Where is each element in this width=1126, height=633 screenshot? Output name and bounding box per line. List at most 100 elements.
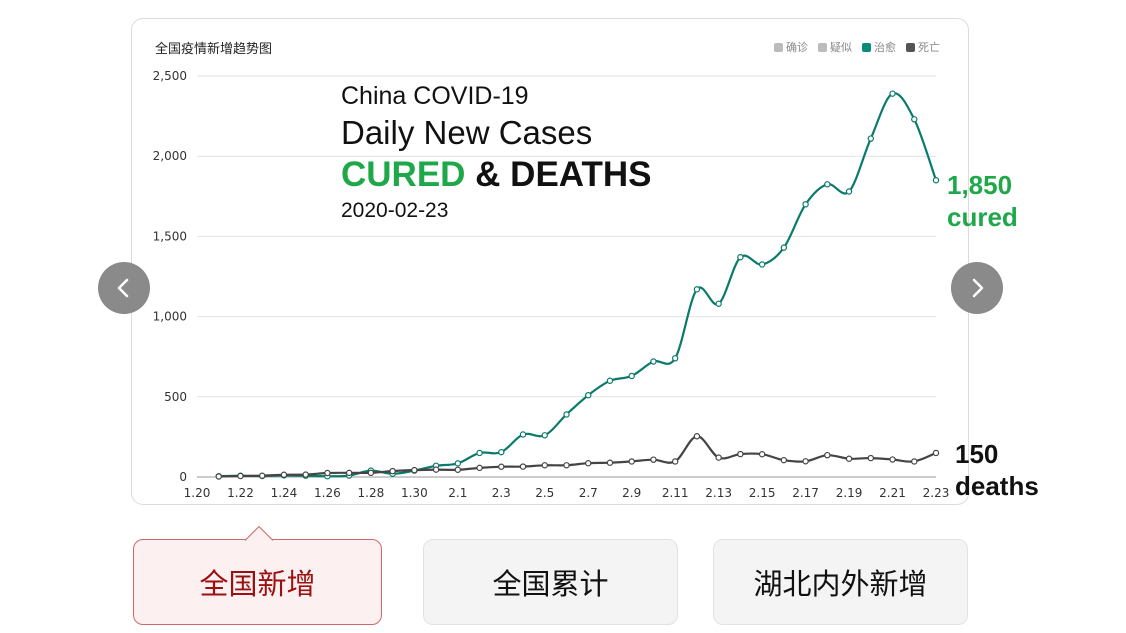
data-point-cured — [911, 116, 918, 123]
deaths-callout-value: 150 — [955, 439, 999, 469]
legend-label-confirmed: 确诊 — [786, 41, 808, 54]
legend-label-cured: 治愈 — [874, 41, 896, 54]
y-tick-label: 2,000 — [153, 149, 187, 163]
data-point-cured — [476, 449, 483, 457]
x-tick-label: 2.5 — [535, 486, 554, 500]
x-tick-label: 2.1 — [448, 486, 467, 500]
chart-annotation: China COVID-19 Daily New Cases CURED & D… — [341, 80, 651, 226]
x-tick-label: 2.13 — [705, 486, 732, 500]
legend-label-suspected: 疑似 — [830, 41, 852, 54]
data-point-deaths — [693, 433, 701, 440]
data-point-cured — [671, 355, 679, 362]
deaths-callout-label: deaths — [955, 471, 1039, 501]
data-point-deaths — [563, 462, 570, 469]
data-point-deaths — [715, 454, 722, 461]
cured-callout: 1,850 cured — [947, 169, 1018, 233]
previous-chart-button[interactable] — [98, 262, 150, 314]
data-point-cured — [737, 254, 744, 261]
legend-item-cured[interactable]: 治愈 — [862, 39, 896, 55]
data-point-deaths — [367, 469, 375, 477]
annotation-date: 2020-02-23 — [341, 199, 449, 222]
data-point-deaths — [519, 463, 527, 470]
chart-card — [131, 18, 969, 505]
data-point-deaths — [606, 459, 614, 466]
data-point-cured — [563, 411, 570, 418]
data-point-cured — [541, 432, 548, 439]
tab-national-cumulative[interactable]: 全国累计 — [423, 539, 678, 625]
data-point-deaths — [259, 472, 266, 479]
data-point-cured — [845, 188, 853, 195]
data-point-deaths — [324, 469, 331, 477]
data-point-deaths — [671, 458, 679, 465]
annotation-line-3: CURED & DEATHS — [341, 154, 651, 196]
data-point-deaths — [911, 458, 918, 465]
chevron-right-icon — [972, 278, 984, 298]
data-point-deaths — [867, 454, 874, 462]
annotation-cured-word: CURED — [341, 155, 466, 194]
y-tick-label: 0 — [179, 470, 187, 484]
data-point-deaths — [302, 471, 309, 478]
annotation-line-1: China COVID-19 — [341, 82, 529, 110]
data-point-cured — [519, 431, 527, 438]
data-point-cured — [889, 90, 896, 97]
legend-swatch-confirmed — [774, 42, 783, 52]
data-point-deaths — [737, 450, 744, 458]
series-line-deaths — [218, 435, 937, 478]
tab-hubei-new[interactable]: 湖北内外新增 — [713, 539, 968, 625]
cured-callout-label: cured — [947, 202, 1018, 232]
data-point-deaths — [628, 458, 635, 465]
data-point-cured — [628, 372, 635, 380]
x-tick-label: 1.28 — [358, 486, 385, 500]
data-point-cured — [606, 377, 614, 384]
x-tick-label: 2.21 — [879, 486, 906, 500]
data-point-deaths — [498, 463, 505, 470]
data-point-cured — [824, 181, 831, 188]
tab-national-new[interactable]: 全国新增 — [133, 539, 382, 625]
data-point-cured — [758, 261, 766, 268]
x-tick-label: 2.9 — [622, 486, 641, 500]
x-tick-label: 1.26 — [314, 486, 341, 500]
x-tick-label: 2.15 — [749, 486, 776, 500]
data-point-cured — [867, 135, 874, 142]
data-point-deaths — [650, 456, 657, 463]
legend-item-deaths[interactable]: 死亡 — [906, 39, 940, 55]
legend-item-confirmed[interactable]: 确诊 — [774, 39, 808, 55]
cured-callout-value: 1,850 — [947, 170, 1013, 200]
y-tick-label: 1,000 — [153, 310, 187, 324]
data-point-deaths — [411, 466, 418, 474]
legend-item-suspected[interactable]: 疑似 — [818, 39, 852, 55]
data-point-deaths — [541, 462, 548, 469]
y-tick-label: 1,500 — [153, 229, 187, 243]
data-point-cured — [715, 300, 722, 307]
data-point-deaths — [889, 456, 896, 463]
x-tick-label: 2.19 — [836, 486, 863, 500]
data-point-deaths — [237, 472, 244, 480]
data-point-cured — [932, 177, 940, 184]
data-point-cured — [650, 358, 657, 365]
legend-label-deaths: 死亡 — [918, 41, 940, 54]
data-point-deaths — [932, 449, 940, 457]
next-chart-button[interactable] — [951, 262, 1003, 314]
chevron-left-icon — [117, 278, 129, 298]
y-tick-label: 500 — [164, 390, 187, 404]
data-point-deaths — [780, 456, 788, 464]
data-point-deaths — [758, 451, 766, 458]
deaths-callout: 150 deaths — [955, 438, 1039, 502]
legend-swatch-deaths — [906, 42, 915, 52]
data-point-deaths — [476, 464, 483, 472]
data-point-deaths — [215, 473, 222, 480]
data-point-deaths — [845, 455, 853, 462]
chart-title: 全国疫情新增趋势图 — [155, 42, 273, 57]
series-line-cured — [218, 92, 938, 478]
data-point-deaths — [802, 458, 809, 465]
x-tick-label: 2.7 — [579, 486, 598, 500]
x-tick-label: 2.11 — [662, 486, 689, 500]
data-point-deaths — [280, 471, 288, 478]
x-tick-label: 2.3 — [492, 486, 511, 500]
data-point-cured — [802, 201, 809, 208]
active-tab-pointer — [245, 526, 273, 541]
data-point-cured — [585, 391, 592, 399]
data-point-deaths — [824, 451, 831, 459]
chart-legend: 确诊 疑似 治愈 死亡 — [774, 39, 940, 55]
